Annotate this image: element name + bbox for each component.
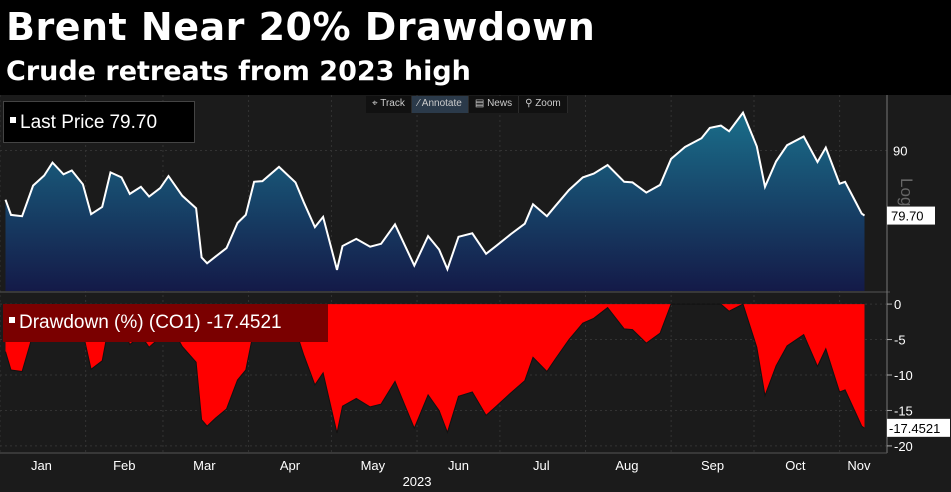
x-tick-label: Mar <box>193 458 216 473</box>
chart-subtitle: Crude retreats from 2023 high <box>6 56 471 87</box>
x-tick-label: Oct <box>785 458 806 473</box>
price-legend[interactable]: Last Price 79.70 <box>3 101 195 143</box>
price-legend-value: 79.70 <box>109 112 158 133</box>
x-tick-label: Nov <box>847 458 871 473</box>
log-scale-label: Log <box>897 178 916 207</box>
drawdown-y-tick-label: -10 <box>894 368 913 383</box>
price-last-value-label: 79.70 <box>891 209 924 224</box>
x-tick-label: Jun <box>448 458 469 473</box>
drawdown-legend-value: -17.4521 <box>206 312 282 333</box>
magnifier-icon: ⚲ <box>525 98 536 109</box>
x-tick-label: Sep <box>701 458 724 473</box>
x-tick-label: May <box>361 458 386 473</box>
x-tick-label: Jul <box>533 458 550 473</box>
zoom-button[interactable]: ⚲ Zoom <box>519 96 568 113</box>
drawdown-y-tick-label: -15 <box>894 403 913 418</box>
drawdown-y-tick-label: 0 <box>894 297 901 312</box>
x-year-label: 2023 <box>403 474 432 489</box>
price-legend-label: Last Price <box>20 112 105 133</box>
drawdown-legend-label: Drawdown (%) (CO1) <box>19 312 201 333</box>
chart-area: 90 0 -5 -10 -15 -20 79.70 -17.4521 Jan Feb Mar Apr M… <box>0 95 951 492</box>
x-tick-label: Jan <box>31 458 52 473</box>
x-tick-label: Aug <box>615 458 638 473</box>
price-y-tick-label: 90 <box>893 144 907 159</box>
chart-toolbar: ⌖ Track ⁄ Annotate ▤ News ⚲ Zoom <box>366 96 568 113</box>
crosshair-icon: ⌖ <box>372 98 381 109</box>
chart-svg: 90 0 -5 -10 -15 -20 79.70 -17.4521 Jan Feb Mar Apr M… <box>0 95 950 489</box>
drawdown-legend[interactable]: Drawdown (%) (CO1) -17.4521 <box>3 304 328 342</box>
news-button[interactable]: ▤ News <box>469 96 520 113</box>
drawdown-y-tick-label: -20 <box>894 439 913 454</box>
legend-square-icon <box>10 116 16 123</box>
drawdown-last-value-label: -17.4521 <box>889 421 940 436</box>
drawdown-last-value-tag <box>887 418 950 437</box>
track-button[interactable]: ⌖ Track <box>366 96 412 113</box>
legend-square-icon <box>9 316 15 323</box>
drawdown-line <box>5 303 865 434</box>
news-icon: ▤ <box>474 98 488 109</box>
x-tick-label: Apr <box>280 458 301 473</box>
pencil-icon: ⁄ <box>417 98 422 109</box>
price-line <box>4 110 866 273</box>
annotate-button[interactable]: ⁄ Annotate <box>411 96 469 113</box>
chart-title: Brent Near 20% Drawdown <box>6 5 596 49</box>
price-last-value-tag <box>887 206 935 225</box>
drawdown-y-tick-label: -5 <box>894 333 906 348</box>
x-tick-label: Feb <box>113 458 135 473</box>
price-area <box>5 112 865 291</box>
